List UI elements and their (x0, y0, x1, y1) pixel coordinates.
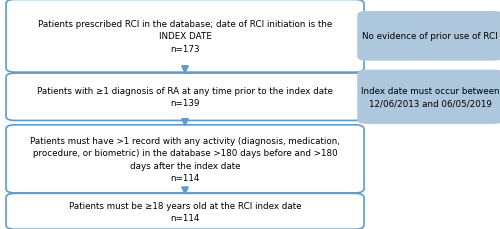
Text: No evidence of prior use of RCI: No evidence of prior use of RCI (362, 32, 498, 41)
FancyBboxPatch shape (357, 12, 500, 61)
FancyBboxPatch shape (6, 194, 364, 229)
FancyBboxPatch shape (6, 125, 364, 193)
FancyBboxPatch shape (6, 74, 364, 121)
Text: Patients prescribed RCI in the database; date of RCI initiation is the
INDEX DAT: Patients prescribed RCI in the database;… (38, 20, 332, 54)
FancyBboxPatch shape (357, 70, 500, 124)
Text: Index date must occur between
12/06/2013 and 06/05/2019: Index date must occur between 12/06/2013… (361, 87, 499, 108)
Text: Patients with ≥1 diagnosis of RA at any time prior to the index date
n=139: Patients with ≥1 diagnosis of RA at any … (37, 87, 333, 108)
Text: Patients must have >1 record with any activity (diagnosis, medication,
procedure: Patients must have >1 record with any ac… (30, 136, 340, 182)
FancyBboxPatch shape (6, 0, 364, 73)
Text: Patients must be ≥18 years old at the RCI index date
n=114: Patients must be ≥18 years old at the RC… (69, 201, 301, 222)
